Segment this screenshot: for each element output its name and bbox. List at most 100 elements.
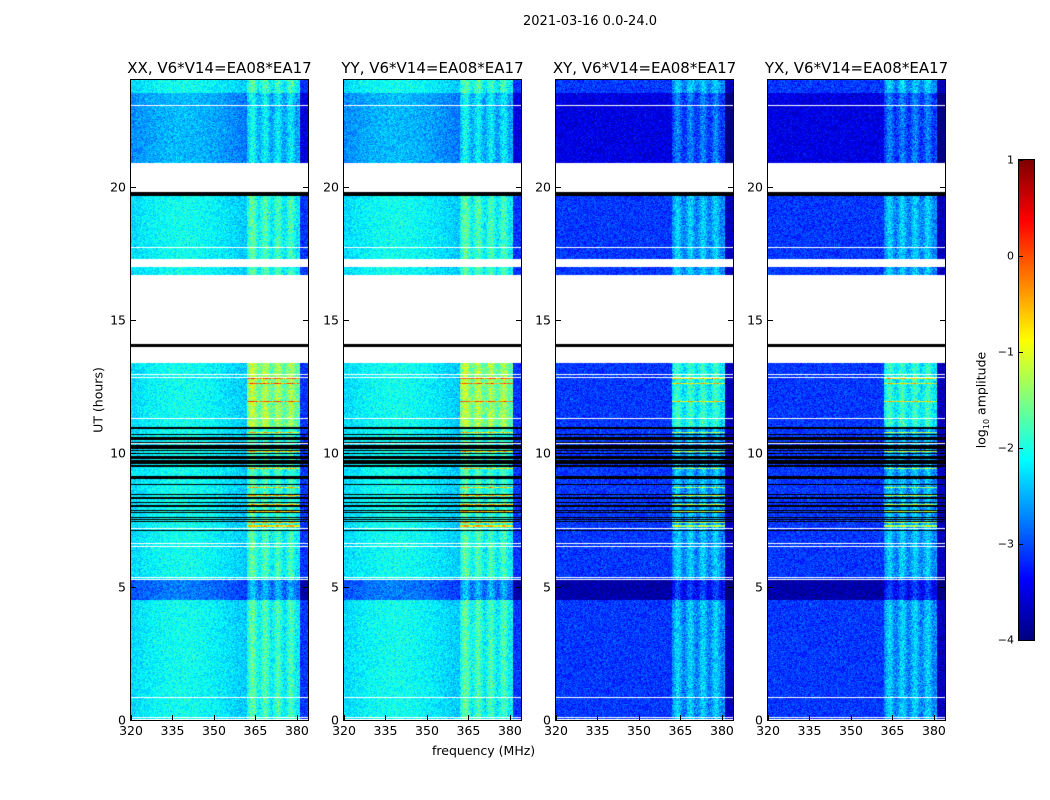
y-tick-label: 15	[535, 312, 551, 328]
y-tick-label: 15	[323, 312, 339, 328]
x-tick-label: 365	[243, 723, 268, 738]
y-tick-label: 15	[110, 312, 126, 328]
x-tick-label: 320	[544, 723, 568, 738]
y-tick-mark	[516, 186, 521, 188]
y-tick-mark	[768, 720, 773, 721]
y-tick-label: 5	[755, 579, 763, 595]
y-tick-mark	[516, 586, 521, 588]
y-tick-label: 5	[331, 579, 339, 595]
y-tick-label: 20	[535, 179, 551, 195]
colorbar-tick-mark	[1019, 448, 1023, 449]
y-tick-mark	[303, 320, 308, 321]
y-tick-mark	[344, 453, 349, 455]
x-tick-mark	[296, 715, 298, 720]
y-tick-label: 0	[755, 712, 763, 728]
y-tick-mark	[303, 720, 308, 721]
y-tick-label: 5	[543, 579, 551, 595]
waterfall-heatmap	[131, 80, 308, 720]
waterfall-panel	[343, 79, 522, 721]
y-tick-mark	[556, 320, 561, 321]
waterfall-heatmap	[344, 80, 521, 720]
colorbar-tick-mark	[1019, 256, 1023, 257]
y-tick-label: 20	[747, 179, 763, 195]
colorbar	[1018, 159, 1035, 641]
x-tick-mark	[556, 715, 557, 720]
y-tick-mark	[940, 586, 945, 588]
y-tick-mark	[940, 453, 945, 455]
x-tick-mark	[385, 715, 387, 720]
colorbar-tick-mark	[1019, 160, 1023, 161]
y-tick-mark	[344, 186, 349, 188]
y-tick-mark	[768, 320, 773, 321]
y-tick-mark	[303, 586, 308, 588]
y-tick-label: 0	[543, 712, 551, 728]
colorbar-tick-mark	[1019, 544, 1023, 545]
x-tick-label: 365	[668, 723, 693, 738]
x-tick-mark	[344, 715, 345, 720]
x-tick-label: 335	[160, 723, 185, 738]
x-tick-mark	[597, 715, 599, 720]
y-axis-label: UT (hours)	[90, 367, 106, 433]
x-tick-mark	[721, 715, 723, 720]
figure-title: 2021-03-16 0.0-24.0	[523, 14, 657, 29]
x-tick-mark	[468, 715, 470, 720]
y-tick-label: 10	[535, 445, 551, 461]
panel-title: XY, V6*V14=EA08*EA17	[552, 59, 737, 77]
y-tick-mark	[131, 453, 136, 455]
waterfall-panel	[555, 79, 734, 721]
y-tick-mark	[344, 586, 349, 588]
panel-title: XX, V6*V14=EA08*EA17	[127, 59, 312, 77]
colorbar-label: log10 amplitude	[973, 351, 991, 449]
x-tick-mark	[680, 715, 682, 720]
colorbar-tick-label: 0	[1007, 249, 1014, 263]
waterfall-heatmap	[768, 80, 945, 720]
x-tick-label: 380	[922, 723, 946, 738]
y-tick-mark	[728, 720, 733, 721]
y-tick-mark	[940, 186, 945, 188]
colorbar-tick-label: −3	[997, 537, 1014, 551]
y-tick-mark	[940, 320, 945, 321]
y-tick-mark	[728, 320, 733, 321]
x-tick-mark	[426, 715, 428, 720]
x-tick-label: 380	[710, 723, 734, 738]
y-tick-mark	[516, 453, 521, 455]
panel-title: YY, V6*V14=EA08*EA17	[341, 59, 524, 77]
y-tick-mark	[516, 720, 521, 721]
x-tick-label: 320	[332, 723, 356, 738]
y-tick-mark	[940, 720, 945, 721]
colorbar-tick-label: −1	[997, 345, 1014, 359]
x-tick-mark	[809, 715, 811, 720]
waterfall-panel	[767, 79, 946, 721]
y-tick-label: 15	[747, 312, 763, 328]
y-tick-mark	[728, 453, 733, 455]
y-tick-mark	[131, 320, 136, 321]
x-tick-mark	[213, 715, 215, 720]
y-tick-mark	[303, 453, 308, 455]
x-tick-mark	[768, 715, 769, 720]
x-tick-label: 350	[415, 723, 439, 738]
y-tick-mark	[768, 586, 773, 588]
x-tick-label: 335	[585, 723, 610, 738]
x-tick-label: 335	[797, 723, 822, 738]
y-tick-mark	[556, 186, 561, 188]
x-tick-mark	[638, 715, 640, 720]
colorbar-tick-label: −2	[997, 441, 1014, 455]
x-tick-mark	[255, 715, 257, 720]
waterfall-panel	[130, 79, 309, 721]
x-tick-label: 320	[119, 723, 143, 738]
y-tick-label: 0	[118, 712, 126, 728]
x-tick-mark	[131, 715, 132, 720]
y-tick-mark	[131, 720, 136, 721]
y-tick-mark	[344, 720, 349, 721]
colorbar-tick-mark	[1019, 640, 1023, 641]
x-tick-label: 320	[756, 723, 780, 738]
y-tick-label: 0	[331, 712, 339, 728]
x-tick-label: 365	[880, 723, 905, 738]
y-tick-mark	[556, 720, 561, 721]
y-tick-label: 10	[110, 445, 126, 461]
y-tick-label: 10	[323, 445, 339, 461]
y-tick-mark	[556, 586, 561, 588]
y-tick-mark	[516, 320, 521, 321]
y-tick-mark	[303, 186, 308, 188]
